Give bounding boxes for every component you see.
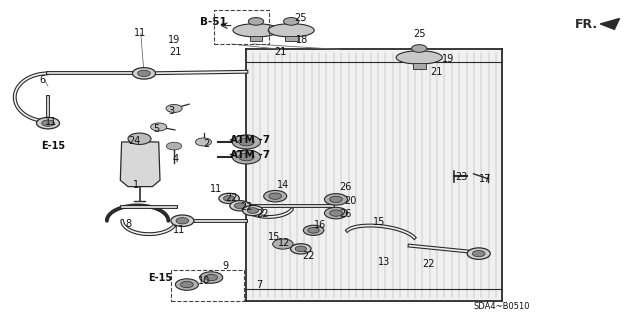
Text: 11: 11 bbox=[45, 117, 57, 127]
Text: 8: 8 bbox=[125, 219, 132, 229]
Text: E-15: E-15 bbox=[42, 141, 66, 151]
Text: 3: 3 bbox=[168, 106, 175, 116]
Circle shape bbox=[195, 138, 212, 146]
Bar bbox=[250, 36, 262, 41]
Circle shape bbox=[243, 205, 263, 216]
Circle shape bbox=[273, 239, 293, 249]
Circle shape bbox=[264, 190, 287, 202]
Text: 22: 22 bbox=[302, 251, 315, 261]
Text: 26: 26 bbox=[339, 182, 351, 192]
Circle shape bbox=[138, 70, 150, 77]
Circle shape bbox=[42, 120, 54, 126]
Circle shape bbox=[234, 203, 246, 209]
Circle shape bbox=[330, 196, 342, 203]
Circle shape bbox=[175, 279, 198, 290]
Ellipse shape bbox=[396, 51, 442, 64]
Text: 16: 16 bbox=[314, 220, 326, 230]
Text: B-51: B-51 bbox=[200, 17, 227, 27]
Circle shape bbox=[171, 215, 194, 226]
Circle shape bbox=[230, 201, 250, 211]
Text: 4: 4 bbox=[173, 154, 179, 165]
Polygon shape bbox=[120, 142, 160, 187]
Text: 14: 14 bbox=[277, 180, 289, 190]
Text: FR.: FR. bbox=[575, 19, 598, 31]
Text: 6: 6 bbox=[40, 75, 46, 85]
Text: SDA4~B0510: SDA4~B0510 bbox=[474, 302, 530, 311]
Text: ATM -7: ATM -7 bbox=[230, 150, 271, 160]
Ellipse shape bbox=[268, 24, 314, 37]
Text: 10: 10 bbox=[198, 276, 211, 286]
Circle shape bbox=[269, 193, 282, 199]
Text: 22: 22 bbox=[240, 202, 253, 212]
Text: 26: 26 bbox=[339, 209, 351, 219]
Circle shape bbox=[303, 225, 324, 235]
Circle shape bbox=[239, 153, 254, 161]
Circle shape bbox=[284, 18, 299, 25]
Text: 19: 19 bbox=[168, 35, 180, 45]
Circle shape bbox=[128, 133, 151, 145]
Circle shape bbox=[166, 104, 182, 113]
Text: 15: 15 bbox=[372, 217, 385, 227]
Circle shape bbox=[150, 123, 167, 131]
Text: 5: 5 bbox=[154, 124, 160, 134]
Text: 22: 22 bbox=[256, 209, 269, 219]
Circle shape bbox=[324, 194, 348, 205]
Text: 7: 7 bbox=[256, 279, 262, 290]
Text: 21: 21 bbox=[274, 47, 286, 57]
Circle shape bbox=[247, 208, 259, 213]
Text: 22: 22 bbox=[225, 193, 238, 204]
Text: 18: 18 bbox=[296, 35, 308, 45]
Circle shape bbox=[132, 68, 156, 79]
Text: 13: 13 bbox=[378, 257, 390, 267]
Circle shape bbox=[219, 193, 239, 204]
Circle shape bbox=[467, 248, 490, 259]
Polygon shape bbox=[600, 19, 620, 29]
Text: 21: 21 bbox=[430, 67, 442, 77]
Circle shape bbox=[223, 196, 235, 201]
Text: 22: 22 bbox=[422, 259, 435, 269]
Bar bbox=[246, 49, 502, 301]
Text: 11: 11 bbox=[173, 225, 185, 235]
Text: 20: 20 bbox=[344, 196, 356, 206]
Circle shape bbox=[295, 246, 307, 252]
Text: 25: 25 bbox=[294, 13, 307, 23]
Circle shape bbox=[324, 207, 348, 219]
Text: E-15: E-15 bbox=[148, 273, 173, 283]
Circle shape bbox=[200, 272, 223, 283]
Circle shape bbox=[166, 142, 182, 150]
Text: 9: 9 bbox=[223, 261, 229, 271]
Text: 12: 12 bbox=[278, 238, 291, 248]
Text: 2: 2 bbox=[204, 139, 210, 149]
Text: 24: 24 bbox=[128, 136, 140, 146]
Circle shape bbox=[180, 281, 193, 288]
Text: 15: 15 bbox=[268, 232, 280, 242]
Ellipse shape bbox=[233, 24, 279, 37]
Text: 19: 19 bbox=[442, 54, 454, 64]
Text: 21: 21 bbox=[170, 47, 182, 57]
Circle shape bbox=[330, 210, 342, 216]
Circle shape bbox=[472, 250, 485, 257]
Text: 25: 25 bbox=[413, 29, 426, 40]
Circle shape bbox=[291, 244, 311, 254]
Circle shape bbox=[248, 18, 264, 25]
Circle shape bbox=[239, 138, 254, 146]
Text: ATM -7: ATM -7 bbox=[230, 135, 271, 145]
Circle shape bbox=[36, 117, 60, 129]
Circle shape bbox=[176, 218, 189, 224]
Circle shape bbox=[232, 135, 260, 149]
Circle shape bbox=[308, 227, 319, 233]
Text: 11: 11 bbox=[210, 184, 222, 194]
Text: 1: 1 bbox=[133, 180, 140, 190]
Circle shape bbox=[205, 274, 218, 281]
Text: 23: 23 bbox=[456, 172, 468, 182]
Text: 17: 17 bbox=[479, 174, 491, 184]
Circle shape bbox=[412, 45, 427, 52]
Text: 11: 11 bbox=[134, 28, 147, 39]
Circle shape bbox=[232, 150, 260, 164]
Bar bbox=[413, 63, 426, 69]
Bar bbox=[285, 36, 298, 41]
